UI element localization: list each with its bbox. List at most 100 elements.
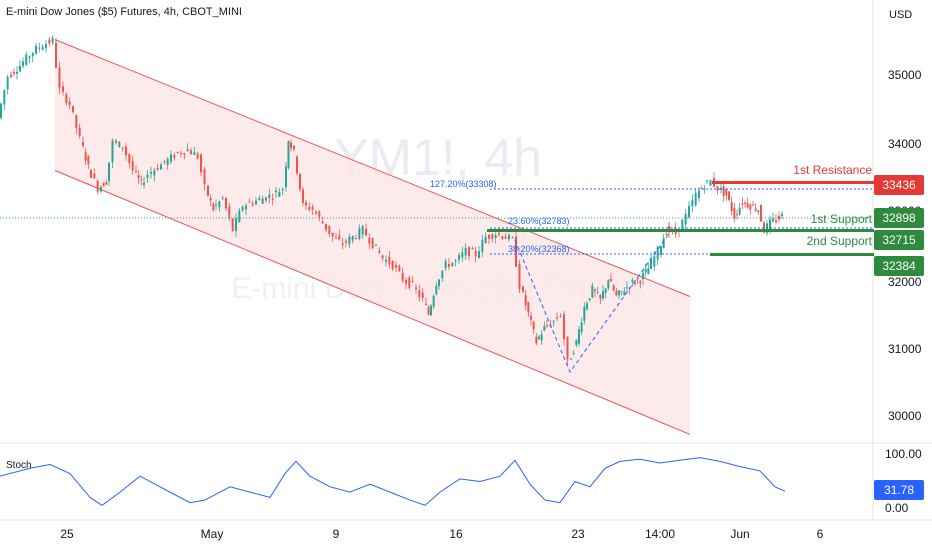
candle-body (656, 247, 659, 260)
x-tick: 23 (571, 527, 585, 541)
candle-body (752, 204, 754, 206)
candle-body (508, 235, 510, 240)
candle-body (691, 199, 694, 207)
candle-body (749, 204, 752, 210)
candle-body (305, 202, 307, 206)
candle-body (345, 240, 347, 243)
candle-body (268, 194, 271, 198)
candle-body (636, 278, 639, 280)
candle-body (121, 147, 124, 149)
x-tick: 25 (60, 527, 74, 541)
candle-body (411, 280, 414, 282)
channel-lower-line[interactable] (54, 170, 691, 435)
y-tick: 35000 (888, 68, 922, 82)
candle-body (720, 187, 722, 190)
candle-body (180, 153, 182, 155)
candle-body (634, 282, 636, 284)
candle-body (586, 303, 588, 310)
candle-body (612, 285, 615, 291)
candle-body (468, 246, 470, 257)
candle-body (75, 114, 78, 128)
candle-body (596, 292, 599, 294)
candle-body (532, 321, 535, 330)
candle-body (738, 207, 741, 215)
channel-fill (55, 39, 690, 435)
support1-line[interactable] (487, 229, 874, 232)
candle-body (278, 191, 281, 197)
candle-body (639, 281, 642, 284)
candle-body (527, 302, 530, 313)
candle-body (448, 263, 450, 267)
stoch-tick-0: 0.00 (885, 501, 909, 515)
candle-body (84, 152, 87, 161)
support1-tag-value: 32715 (882, 233, 916, 247)
candle-body (515, 236, 517, 267)
candle-body (716, 186, 719, 191)
candle-body (338, 235, 341, 240)
candle-body (156, 167, 159, 170)
x-tick: 16 (449, 527, 463, 541)
fib-127-label: 127.20%(33308) (430, 179, 497, 189)
candle-body (87, 156, 90, 164)
candle-body (741, 203, 744, 205)
candle-body (48, 39, 51, 44)
candle-body (355, 238, 357, 240)
candle-body (572, 352, 575, 354)
candle-body (203, 169, 206, 185)
candle-body (665, 233, 668, 235)
candle-body (251, 203, 254, 205)
candle-body (311, 206, 314, 210)
candle-body (308, 206, 311, 210)
candle-body (559, 316, 562, 318)
candle-body (535, 336, 538, 344)
candle-body (10, 74, 12, 77)
y-tick: 30000 (888, 409, 922, 423)
candle-body (681, 219, 684, 230)
candle-body (218, 201, 221, 208)
candle-body (733, 207, 736, 219)
candle-body (653, 256, 656, 267)
candle-body (368, 237, 371, 244)
candle-body (315, 212, 317, 214)
candle-body (478, 251, 480, 258)
x-tick: 9 (333, 527, 340, 541)
candle-body (623, 291, 626, 295)
candle-body (591, 285, 594, 298)
candle-body (137, 175, 140, 179)
candle-body (604, 288, 607, 293)
candle-body (511, 237, 514, 239)
candle-body (607, 280, 610, 289)
time-axis[interactable]: 25 May 9 16 23 14:00 Jun 6 (60, 527, 823, 541)
support2-line[interactable] (710, 253, 874, 256)
y-tick: 32000 (888, 275, 922, 289)
candle-body (78, 127, 81, 136)
channel-upper-line[interactable] (54, 39, 691, 297)
candle-body (153, 170, 156, 176)
candle-body (302, 189, 304, 203)
candle-body (610, 278, 612, 282)
candle-body (299, 173, 301, 190)
candle-body (200, 154, 202, 173)
candle-body (642, 272, 644, 280)
x-tick: Jun (730, 527, 749, 541)
candle-body (662, 238, 665, 249)
candle-body (41, 46, 44, 50)
candle-body (781, 213, 783, 217)
candle-body (703, 188, 706, 190)
resistance-line[interactable] (712, 181, 874, 184)
candle-body (65, 94, 68, 104)
chart-title: E-mini Dow Jones ($5) Futures, 4h, CBOT_… (6, 6, 242, 18)
candle-body (444, 261, 447, 268)
candle-body (650, 259, 652, 269)
candle-body (45, 44, 47, 49)
candle-body (318, 211, 321, 217)
candle-body (464, 247, 467, 256)
candle-body (418, 290, 421, 298)
candle-body (0, 103, 2, 119)
candle-body (115, 140, 117, 143)
candle-body (530, 315, 532, 320)
candle-body (694, 192, 697, 206)
candle-body (538, 336, 540, 339)
candle-body (546, 325, 548, 327)
